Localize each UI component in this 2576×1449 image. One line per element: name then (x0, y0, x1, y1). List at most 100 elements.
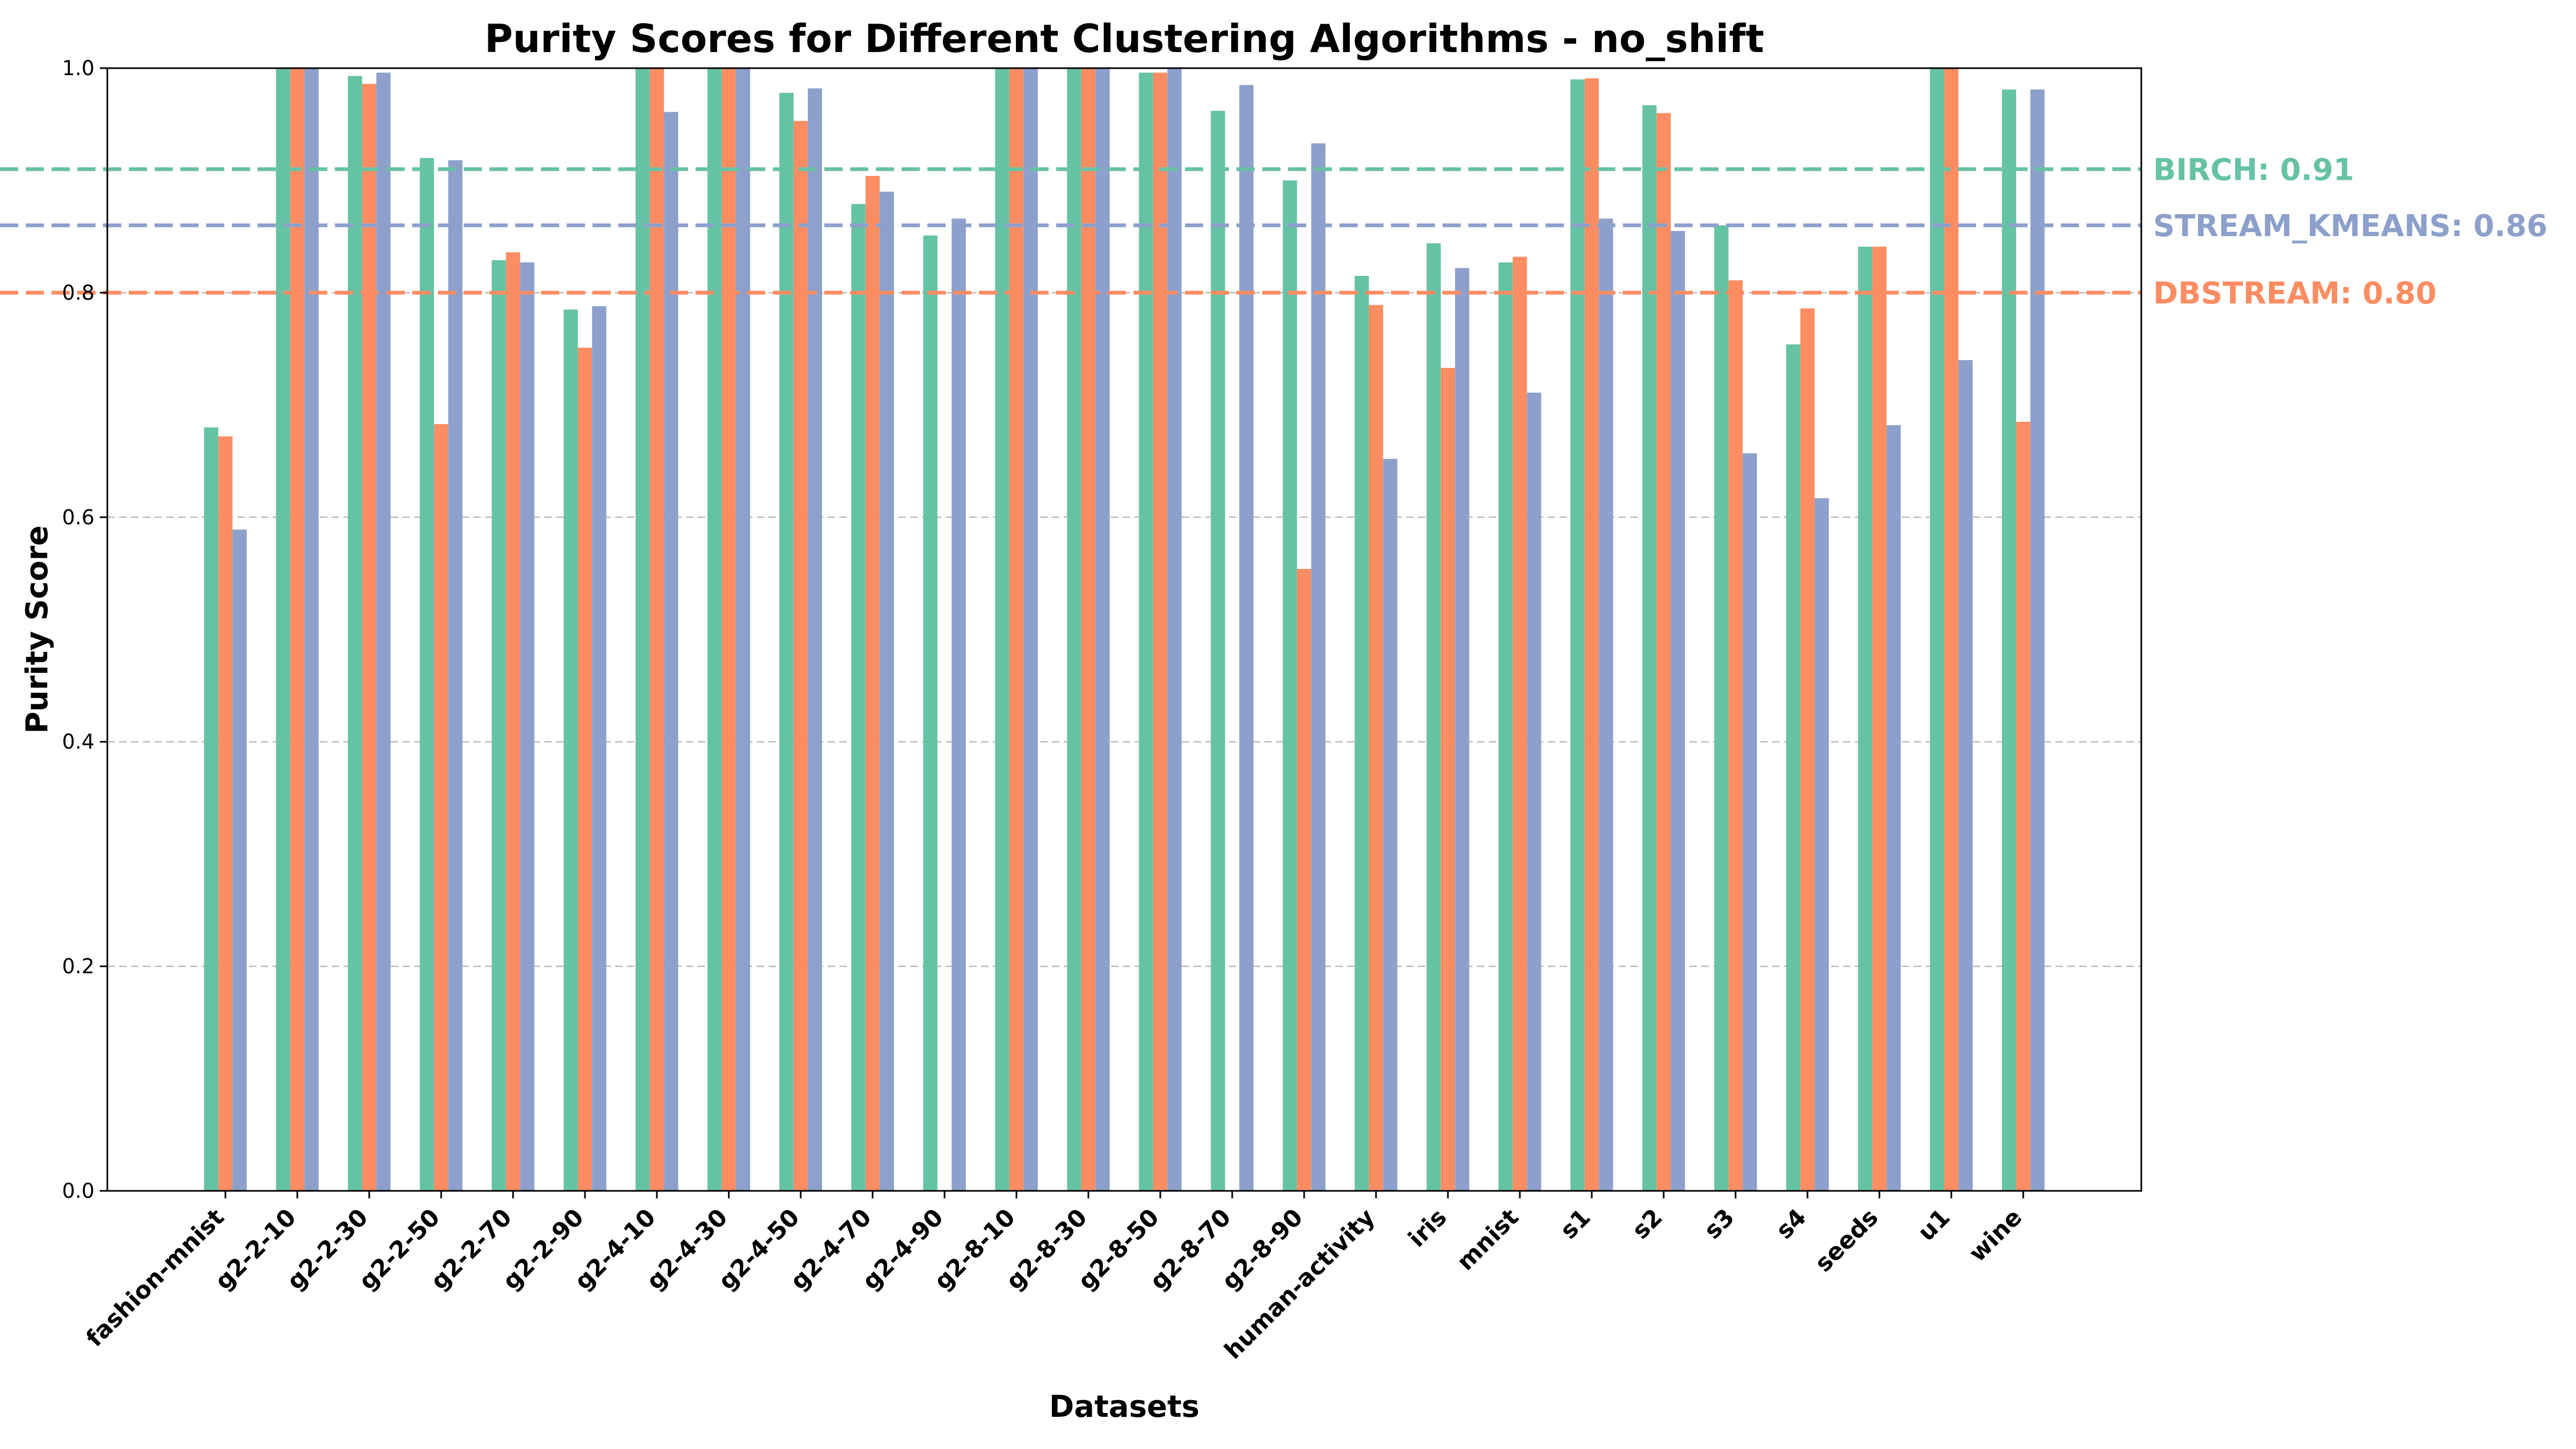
x-tick-label: wine (1964, 1204, 2028, 1268)
bar (995, 68, 1009, 1191)
y-tick-label: 0.6 (62, 506, 94, 529)
y-tick-label: 0.2 (62, 955, 94, 978)
bar (276, 68, 290, 1191)
x-tick-label: iris (1403, 1204, 1452, 1253)
bar (434, 424, 449, 1191)
y-tick-label: 0.0 (62, 1179, 94, 1203)
bar (304, 68, 319, 1191)
bar (376, 72, 391, 1191)
bar (218, 436, 233, 1191)
bar (1743, 453, 1757, 1191)
bar (1153, 72, 1168, 1191)
bar (1728, 280, 1743, 1191)
x-tick-label: s2 (1627, 1204, 1668, 1245)
bar (1455, 268, 1469, 1191)
y-tick-label: 0.4 (62, 730, 94, 753)
mean-label: BIRCH: 0.91 (2153, 152, 2354, 187)
bar (1355, 276, 1369, 1191)
mean-lines: BIRCH: 0.91 STREAM_KMEANS: 0.86 DBSTREAM: … (0, 152, 2548, 311)
y-axis-label: Purity Score (20, 525, 55, 734)
bar (880, 192, 894, 1191)
bar (1570, 79, 1585, 1191)
bar (1283, 180, 1297, 1191)
x-tick-label: s4 (1771, 1204, 1812, 1245)
bar (1139, 72, 1153, 1191)
bar (952, 218, 966, 1191)
bar (448, 160, 463, 1191)
bar (592, 306, 606, 1191)
bar (1930, 68, 1944, 1191)
bar (923, 235, 938, 1191)
bar (577, 347, 592, 1191)
y-axis-ticks: 0.0 0.2 0.4 0.6 0.8 1.0 (62, 56, 107, 1203)
x-tick-label: u1 (1913, 1204, 1956, 1247)
bar (707, 68, 722, 1191)
bar (793, 121, 808, 1191)
bar (1211, 111, 1225, 1191)
bar (362, 84, 377, 1191)
bar (865, 175, 880, 1191)
mean-label: DBSTREAM: 0.80 (2153, 276, 2436, 311)
bar (1239, 85, 1254, 1191)
grid-lines (107, 292, 2141, 967)
bar (520, 262, 535, 1191)
bar (1656, 113, 1671, 1191)
bar (564, 309, 578, 1191)
bar (1009, 68, 1024, 1191)
bar (1872, 246, 1887, 1191)
bar (1584, 78, 1599, 1191)
bar (1886, 425, 1901, 1191)
bar (1714, 225, 1729, 1191)
bar (1440, 368, 1455, 1191)
x-tick-label: seeds (1810, 1204, 1884, 1278)
bar (2016, 421, 2031, 1191)
bar (1297, 569, 1312, 1191)
bar (506, 252, 521, 1191)
bar (1944, 68, 1959, 1191)
bar (1311, 143, 1326, 1191)
bar (1800, 308, 1815, 1191)
bar (2002, 89, 2016, 1191)
bar (492, 260, 506, 1191)
x-tick-label: s3 (1699, 1204, 1740, 1245)
bar (1958, 360, 1973, 1191)
x-tick-label: s1 (1555, 1204, 1596, 1245)
bar (851, 204, 866, 1191)
bar (1858, 246, 1872, 1191)
x-tick-label: fashion-mnist (81, 1204, 230, 1352)
bar (348, 76, 362, 1191)
bar (1426, 243, 1441, 1191)
bar (1814, 498, 1829, 1191)
x-axis-label: Datasets (1049, 1389, 1199, 1424)
bar (204, 427, 218, 1191)
bar (1067, 68, 1081, 1191)
x-axis-ticks: fashion-mnistg2-2-10g2-2-30g2-2-50g2-2-7… (81, 1191, 2028, 1365)
bar (779, 93, 794, 1191)
bar (1023, 68, 1038, 1191)
bar (635, 68, 650, 1191)
plot-frame (106, 67, 2142, 1192)
y-tick-label: 0.8 (62, 281, 94, 304)
bar (1498, 262, 1513, 1191)
bar (1642, 105, 1657, 1191)
bar (808, 88, 822, 1191)
bars (204, 68, 2045, 1191)
bar (1671, 231, 1685, 1191)
x-tick-label: mnist (1452, 1204, 1524, 1276)
bar (664, 112, 678, 1191)
bar (290, 68, 305, 1191)
bar (420, 158, 434, 1191)
bar (736, 68, 750, 1191)
chart-title: Purity Scores for Different Clustering A… (485, 16, 1764, 61)
bar (2030, 89, 2045, 1191)
bar (1167, 68, 1182, 1191)
bar (1512, 257, 1527, 1191)
bar (1081, 68, 1096, 1191)
bar (649, 68, 664, 1191)
bar (1527, 392, 1541, 1191)
mean-label: STREAM_KMEANS: 0.86 (2153, 209, 2548, 244)
bar (721, 68, 736, 1191)
bar (1786, 344, 1801, 1191)
bar (232, 529, 247, 1191)
